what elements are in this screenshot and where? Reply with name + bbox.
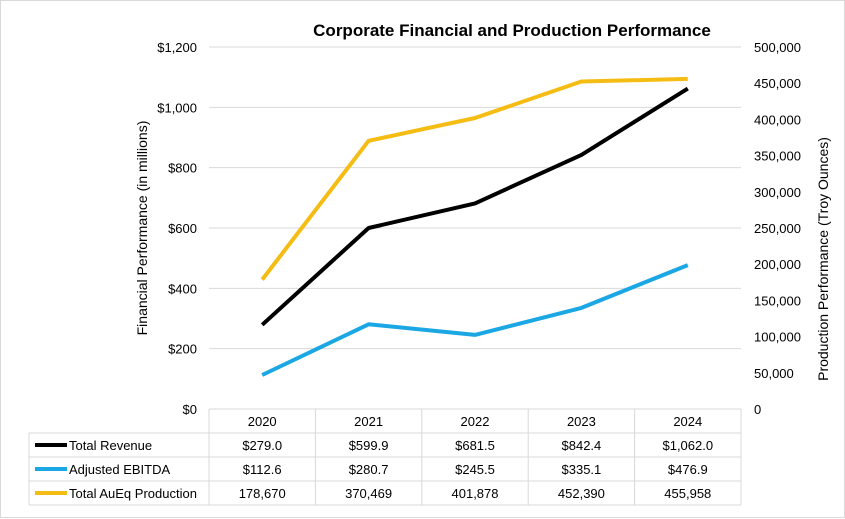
series-line-total-revenue (260, 86, 689, 327)
y-right-tick-label: 200,000 (754, 257, 801, 272)
y-right-tick-label: 250,000 (754, 221, 801, 236)
y-left-tick-label: $600 (168, 221, 197, 236)
data-table-cell: $335.1 (562, 462, 602, 477)
y-left-tick-label: $200 (168, 342, 197, 357)
data-table-cell: $476.9 (668, 462, 708, 477)
data-table-cell: 401,878 (452, 486, 499, 501)
data-table-cell: $681.5 (455, 438, 495, 453)
y-right-tick-label: 450,000 (754, 76, 801, 91)
y-left-axis-title: Financial Performance (in millions) (134, 121, 150, 336)
x-category-label: 2021 (354, 414, 383, 429)
data-table-cell: $279.0 (242, 438, 282, 453)
data-table-cell: $112.6 (243, 462, 282, 477)
data-table-cell: $599.9 (349, 438, 389, 453)
data-table-cell: $1,062.0 (662, 438, 713, 453)
data-table-cell: $245.5 (455, 462, 495, 477)
data-table-cell: 455,958 (664, 486, 711, 501)
series-line-total-aueq-production (260, 76, 688, 281)
y-right-tick-label: 50,000 (754, 366, 794, 381)
y-left-tick-label: $0 (183, 402, 197, 417)
x-category-label: 2023 (567, 414, 596, 429)
y-left-tick-label: $1,200 (157, 40, 197, 55)
y-right-tick-label: 400,000 (754, 112, 801, 127)
y-right-tick-label: 100,000 (754, 330, 801, 345)
y-left-tick-label: $400 (168, 281, 197, 296)
data-table-cell: 452,390 (558, 486, 605, 501)
data-table-cell: $280.7 (349, 462, 389, 477)
data-table-cell: 178,670 (239, 486, 286, 501)
chart-title: Corporate Financial and Production Perfo… (313, 21, 711, 40)
data-table-cell: $842.4 (562, 438, 602, 453)
series-line-adjusted-ebitda (261, 263, 689, 377)
y-left-tick-label: $800 (168, 161, 197, 176)
x-category-label: 2020 (248, 414, 277, 429)
x-category-label: 2024 (673, 414, 702, 429)
legend-label: Adjusted EBITDA (69, 462, 170, 477)
y-right-tick-label: 150,000 (754, 293, 801, 308)
legend-label: Total AuEq Production (69, 486, 197, 501)
x-category-label: 2022 (461, 414, 490, 429)
y-left-tick-label: $1,000 (157, 100, 197, 115)
y-right-tick-label: 500,000 (754, 40, 801, 55)
y-right-tick-label: 350,000 (754, 149, 801, 164)
y-right-tick-label: 0 (754, 402, 761, 417)
y-right-tick-label: 300,000 (754, 185, 801, 200)
legend-label: Total Revenue (69, 438, 152, 453)
y-right-axis-title: Production Performance (Troy Ounces) (815, 137, 831, 381)
data-table-cell: 370,469 (345, 486, 392, 501)
